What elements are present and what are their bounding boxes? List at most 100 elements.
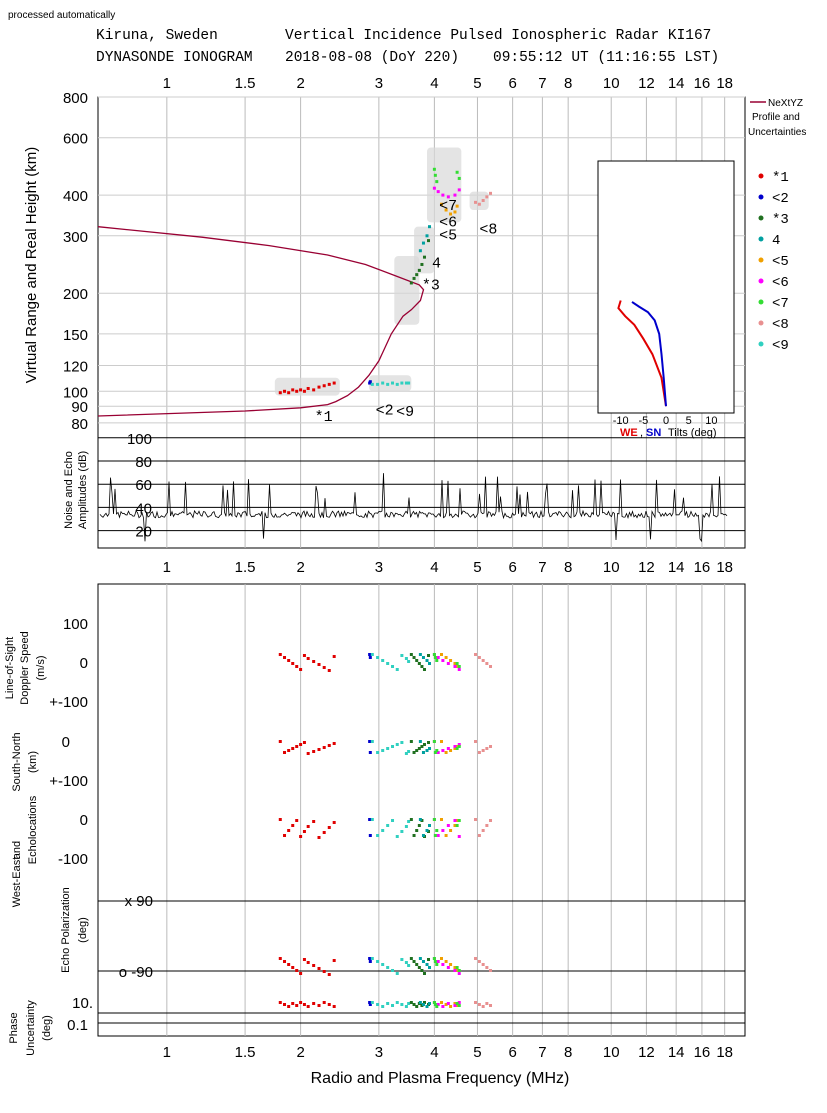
trace-echo-point: [376, 656, 380, 659]
trace-point: [432, 167, 436, 171]
freq-tick-label-mid: 10: [603, 559, 620, 576]
legend-marker: [758, 236, 764, 242]
trace-point: [299, 388, 303, 392]
trace-echo-point: [441, 1005, 445, 1008]
trace-echo-point: [417, 662, 421, 665]
instrument-name: DYNASONDE IONOGRAM: [96, 50, 253, 66]
trace-echo-point: [317, 663, 321, 666]
trace-echo-point: [432, 818, 436, 821]
trace-echo-point: [370, 653, 374, 656]
trace-echo-point: [415, 749, 419, 752]
freq-tick-label-mid: 6: [508, 559, 516, 576]
freq-tick-label-bottom: 7: [538, 1044, 546, 1061]
trace-point: [317, 385, 321, 389]
trace-point: [477, 202, 481, 206]
trace-echo-point: [421, 751, 425, 754]
trace-echo-point: [407, 660, 411, 663]
height-tick-label: 150: [63, 327, 88, 344]
freq-tick-label-mid: 8: [564, 559, 572, 576]
trace-echo-point: [415, 829, 419, 832]
trace-echo-point: [420, 665, 424, 668]
freq-tick-label-top: 4: [430, 75, 438, 92]
trace-echo-point: [453, 1002, 457, 1005]
trace-echo-point: [418, 1001, 422, 1004]
trace-echo-point: [395, 743, 399, 746]
trace-echo-point: [420, 969, 424, 972]
trace-echo-point: [306, 657, 310, 660]
trace-echo-point: [376, 1003, 380, 1006]
trace-echo-point: [453, 662, 457, 665]
trace-echo-point: [427, 741, 431, 744]
trace-echo-point: [425, 1005, 429, 1008]
trace-echo-point: [420, 819, 424, 822]
height-tick-label: 120: [63, 358, 88, 375]
trace-point: [295, 389, 299, 393]
sn-y-label-2: (km): [27, 751, 39, 773]
trace-echo-point: [422, 1001, 426, 1004]
trace-echo-point: [444, 751, 448, 754]
trace-echo-point: [444, 656, 448, 659]
trace-echo-point: [409, 1001, 413, 1004]
trace-echo-point: [283, 834, 287, 837]
trace-echo-point: [381, 829, 385, 832]
trace-echo-point: [453, 819, 457, 822]
freq-tick-label-bottom: 16: [694, 1044, 711, 1061]
trace-echo-point: [455, 1002, 459, 1005]
trace-echo-point: [287, 829, 291, 832]
trace-echo-point: [425, 659, 429, 662]
amplitude-y-label-2: Amplitudes (dB): [77, 451, 89, 529]
trace-point: [455, 204, 459, 208]
trace-echo-point: [441, 659, 445, 662]
trace-echo-point: [368, 834, 372, 837]
trace-echo-point: [395, 835, 399, 838]
legend-label: *1: [772, 170, 789, 186]
trace-point: [415, 273, 419, 277]
trace-echo-point: [421, 1003, 425, 1006]
trace-echo-point: [370, 957, 374, 960]
legend-label: <5: [772, 254, 789, 270]
trace-echo-point: [332, 655, 336, 658]
trace-echo-point: [455, 665, 459, 668]
trace-echo-point: [427, 747, 431, 750]
freq-tick-label-top: 8: [564, 75, 572, 92]
trace-echo-point: [418, 740, 422, 743]
tilt-tick-label: 5: [686, 415, 692, 427]
trace-point: [453, 193, 457, 197]
legend-marker: [758, 257, 764, 263]
trace-echo-point: [425, 749, 429, 752]
trace-echo-point: [327, 826, 331, 829]
trace-echo-point: [368, 751, 372, 754]
freq-tick-label-mid: 5: [473, 559, 481, 576]
trace-point: [436, 190, 440, 194]
trace-echo-point: [485, 662, 489, 665]
trace-point: [381, 381, 385, 385]
freq-tick-label-top: 6: [508, 75, 516, 92]
trace-echo-point: [299, 1001, 303, 1004]
legend-label: 4: [772, 233, 780, 249]
trace-echo-point: [446, 662, 450, 665]
trace-echo-point: [439, 957, 443, 960]
polarization-o-label: o -90: [119, 964, 153, 981]
trace-echo-point: [441, 749, 445, 752]
trace-echo-point: [404, 1005, 408, 1008]
trace-echo-point: [283, 751, 287, 754]
trace-echo-point: [395, 1001, 399, 1004]
x-axis-label: Radio and Plasma Frequency (MHz): [311, 1070, 570, 1087]
trace-echo-point: [474, 1001, 478, 1004]
trace-echo-point: [312, 964, 316, 967]
echoloc-y-label-and: and: [11, 841, 23, 859]
trace-echo-point: [295, 969, 299, 972]
trace-echo-point: [444, 1003, 448, 1006]
trace-echo-point: [376, 834, 380, 837]
trace-echo-point: [436, 960, 440, 963]
freq-tick-label-top: 14: [668, 75, 685, 92]
freq-tick-label-mid: 16: [694, 559, 711, 576]
amplitude-noise-trace: [99, 473, 728, 543]
freq-tick-label-bottom: 1.5: [235, 1044, 256, 1061]
trace-echo-point: [420, 1004, 424, 1007]
legend-profile-title: NeXtYZ: [768, 98, 803, 109]
trace-echo-point: [317, 748, 321, 751]
trace-echo-point: [421, 656, 425, 659]
trace-echo-point: [439, 818, 443, 821]
trace-echo-point: [287, 749, 291, 752]
